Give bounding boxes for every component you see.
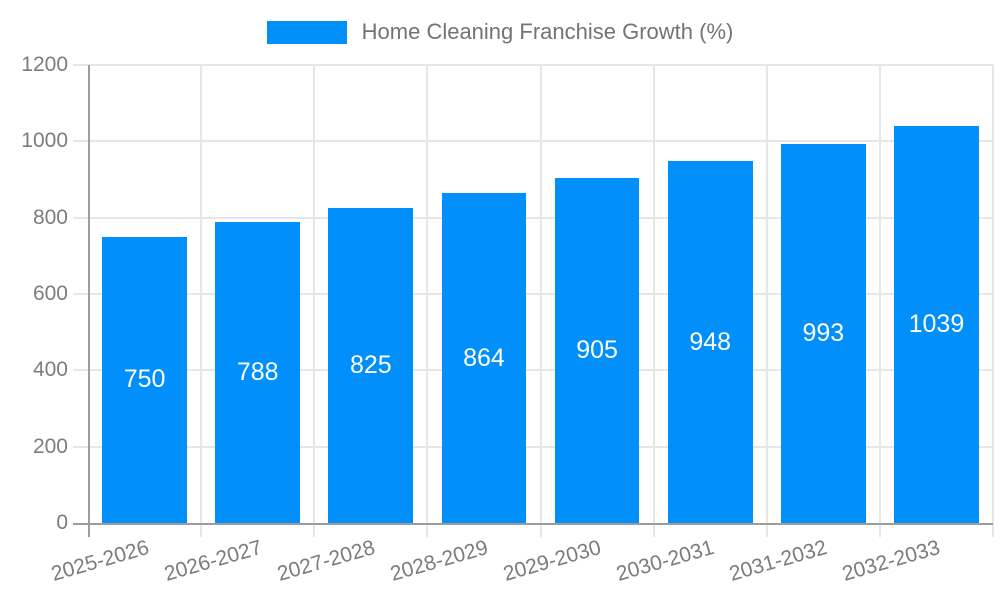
bar-2030-2031[interactable]: 948	[667, 161, 753, 523]
y-axis-tick-label: 600	[32, 282, 68, 305]
bar-2032-2033[interactable]: 1039	[894, 126, 979, 523]
legend-series-label: Home Cleaning Franchise Growth (%)	[361, 19, 734, 44]
bar-cell: 993	[767, 65, 880, 523]
bar-value-label: 864	[463, 343, 505, 372]
gridline-vertical	[652, 65, 655, 537]
bar-cell: 864	[427, 65, 540, 523]
gridline-vertical	[426, 65, 429, 537]
y-axis-tick-label: 400	[32, 358, 68, 382]
bar-cell: 905	[541, 65, 654, 523]
bar-2026-2027[interactable]: 788	[215, 222, 301, 523]
bar-value-label: 948	[689, 327, 732, 356]
bar-2028-2029[interactable]: 864	[441, 193, 527, 523]
gridline-horizontal	[73, 216, 993, 219]
y-axis-tick-label: 800	[32, 205, 68, 229]
y-axis-tick-label: 1200	[21, 53, 68, 76]
bar-value-label: 788	[236, 358, 279, 387]
y-axis-tick-label: 1000	[21, 129, 68, 153]
plot-area: 750 788 825 864 905 948 993 1039	[73, 64, 994, 537]
gridline-horizontal	[73, 64, 993, 66]
x-axis-line	[73, 523, 993, 525]
bar-value-label: 905	[576, 335, 618, 364]
bar-value-label: 825	[349, 351, 392, 380]
y-axis-tick-label: 200	[32, 434, 68, 458]
bar-cell: 948	[654, 65, 767, 523]
gridline-horizontal	[73, 369, 993, 372]
gridline-vertical	[539, 65, 542, 537]
bar-2027-2028[interactable]: 825	[328, 208, 414, 523]
gridline-vertical	[765, 65, 768, 537]
gridline-horizontal	[73, 293, 993, 295]
gridline-vertical	[878, 65, 881, 537]
bar-cell: 750	[88, 65, 201, 523]
gridline-vertical	[200, 65, 203, 537]
bars-row: 750 788 825 864 905 948 993 1039	[88, 65, 993, 523]
gridline-horizontal	[73, 445, 993, 448]
bar-cell: 1039	[880, 65, 993, 523]
y-axis-tick-label: 0	[56, 511, 68, 534]
gridline-horizontal	[73, 140, 993, 143]
legend-swatch	[266, 20, 347, 44]
bar-2025-2026[interactable]: 750	[102, 236, 187, 523]
chart-legend[interactable]: Home Cleaning Franchise Growth (%)	[0, 20, 1000, 44]
bar-2031-2032[interactable]: 993	[780, 144, 866, 523]
bar-cell: 825	[314, 65, 427, 523]
gridline-vertical	[992, 65, 994, 537]
bar-value-label: 993	[802, 319, 845, 347]
bar-cell: 788	[201, 65, 314, 523]
gridline-vertical	[313, 65, 316, 537]
bar-value-label: 750	[123, 365, 166, 394]
bar-2029-2030[interactable]: 905	[554, 177, 640, 523]
y-axis-line	[88, 65, 90, 537]
bar-value-label: 1039	[908, 310, 965, 339]
